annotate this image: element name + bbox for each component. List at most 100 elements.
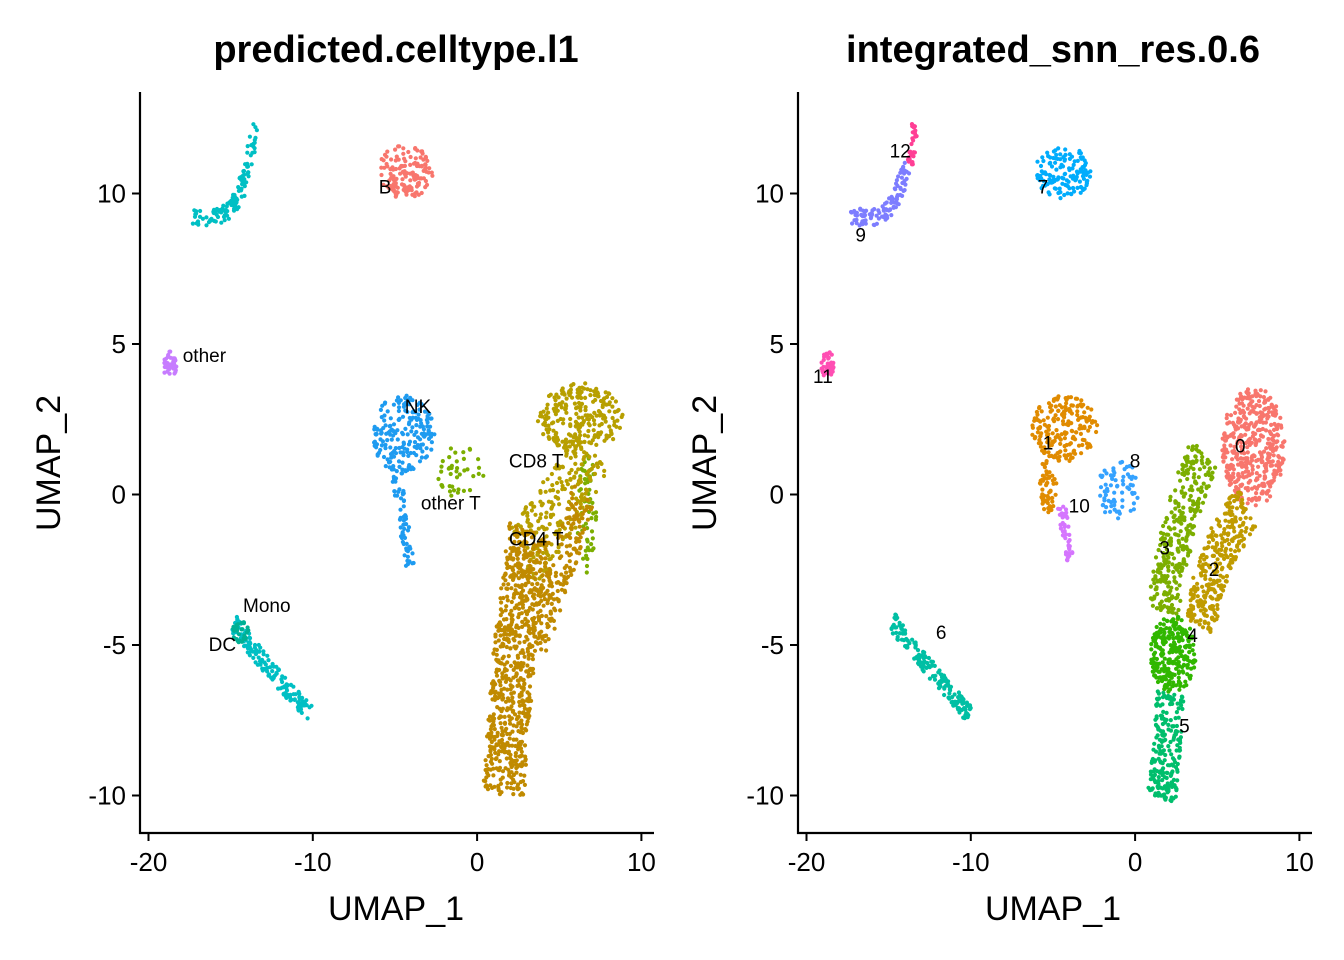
data-point (379, 165, 384, 170)
data-point (405, 432, 410, 437)
cluster-label: 0 (1235, 436, 1246, 457)
data-point (1086, 428, 1091, 433)
cluster-label: other T (421, 494, 481, 515)
data-point (1036, 426, 1041, 431)
data-point (270, 669, 275, 674)
data-point (1245, 501, 1250, 506)
data-point (483, 784, 488, 789)
data-point (1153, 555, 1159, 560)
data-point (383, 442, 388, 447)
data-point (393, 166, 398, 172)
data-point (1158, 769, 1163, 774)
data-point (1168, 539, 1174, 544)
data-point (894, 625, 899, 630)
data-point (1175, 592, 1180, 597)
data-point (921, 661, 926, 666)
data-point (1151, 569, 1156, 574)
data-point (1076, 443, 1082, 448)
data-point (304, 703, 309, 708)
data-point (1187, 674, 1192, 679)
data-point (591, 463, 596, 469)
data-point (1227, 420, 1232, 425)
data-point (1154, 624, 1159, 630)
data-point (1227, 478, 1232, 483)
data-point (1282, 439, 1287, 444)
data-point (1150, 669, 1155, 674)
data-point (526, 573, 531, 578)
data-point (515, 548, 520, 553)
data-point (496, 788, 501, 793)
data-point (547, 566, 552, 572)
data-point (1209, 535, 1214, 540)
data-point (1248, 401, 1253, 406)
data-point (1150, 635, 1156, 641)
data-point (1177, 755, 1182, 760)
data-point (507, 736, 512, 741)
data-point (1156, 781, 1161, 787)
data-point (383, 464, 388, 469)
data-point (1166, 532, 1171, 537)
data-point (1214, 565, 1219, 570)
data-point (1079, 451, 1084, 456)
data-point (1104, 505, 1109, 510)
data-point (389, 467, 394, 472)
data-point (1241, 544, 1246, 549)
data-point (530, 602, 535, 607)
data-point (1167, 763, 1172, 768)
data-point (1240, 497, 1245, 502)
data-point (1161, 617, 1166, 622)
data-point (567, 565, 573, 571)
data-point (1265, 416, 1270, 421)
data-point (1154, 714, 1159, 719)
data-point (581, 556, 586, 561)
data-point (412, 444, 417, 449)
data-point (555, 443, 560, 448)
data-point (573, 525, 578, 530)
data-point (1065, 515, 1070, 521)
data-point (577, 429, 582, 434)
data-point (402, 526, 407, 532)
data-point (1203, 573, 1208, 579)
data-point (1276, 454, 1281, 459)
data-point (1164, 515, 1169, 521)
data-point (1190, 488, 1195, 493)
data-point (1066, 539, 1071, 544)
data-point (253, 660, 258, 665)
data-point (505, 780, 510, 786)
data-point (1247, 532, 1253, 537)
data-point (1053, 186, 1058, 191)
data-point (465, 467, 470, 472)
data-point (603, 390, 608, 395)
data-point (492, 727, 497, 732)
data-point (932, 663, 937, 669)
data-point (297, 691, 302, 697)
data-point (545, 477, 550, 482)
data-point (1210, 545, 1215, 550)
data-point (399, 471, 404, 476)
data-point (204, 215, 209, 220)
data-point (1061, 155, 1066, 160)
data-point (1035, 159, 1040, 164)
data-point (582, 477, 588, 482)
data-point (1067, 166, 1072, 171)
data-point (1171, 640, 1177, 645)
data-point (416, 412, 421, 417)
data-point (487, 736, 493, 741)
data-point (1053, 404, 1058, 409)
data-point (1191, 660, 1196, 665)
data-point (1162, 784, 1168, 789)
data-point (425, 158, 430, 163)
data-point (208, 218, 213, 223)
data-point (517, 699, 522, 705)
data-point (1230, 431, 1235, 436)
data-point (1046, 437, 1051, 442)
data-point (1063, 396, 1068, 401)
data-point (505, 586, 510, 592)
data-point (384, 161, 389, 167)
data-point (1073, 396, 1078, 401)
data-point (1155, 689, 1160, 694)
data-point (530, 666, 536, 672)
data-point (397, 517, 403, 522)
data-point (1168, 588, 1173, 594)
data-point (544, 526, 549, 531)
